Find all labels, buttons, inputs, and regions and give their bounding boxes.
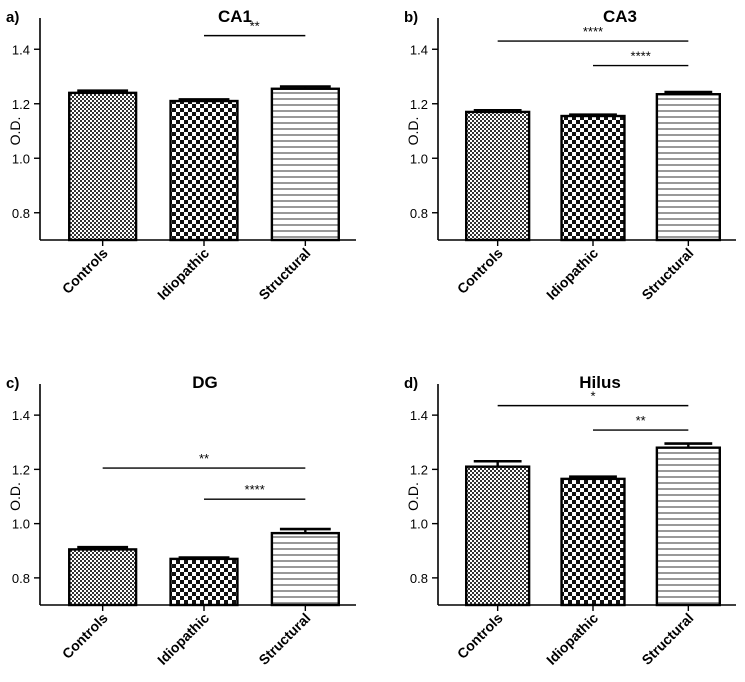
y-axis-label: O.D. xyxy=(405,117,421,146)
y-tick-label: 1.0 xyxy=(410,151,428,166)
y-tick-label: 1.4 xyxy=(410,42,428,57)
y-tick-label: 1.4 xyxy=(12,42,30,57)
bar-structural xyxy=(655,93,721,242)
y-tick-label: 1.2 xyxy=(410,97,428,112)
y-tick-label: 0.8 xyxy=(410,206,428,221)
significance-label: **** xyxy=(631,49,651,64)
x-tick-label: Controls xyxy=(454,245,506,297)
x-tick-label: Idiopathic xyxy=(543,610,601,668)
bar-controls xyxy=(68,548,138,607)
panel-label: b) xyxy=(404,9,418,26)
chart-title: CA3 xyxy=(603,7,637,26)
chart-panel-4: d) Hilus O.D. 0.8 1.0 1.2 1.4 Controls Idiopathi… xyxy=(404,373,736,668)
bar-controls xyxy=(465,110,531,242)
significance-label: ** xyxy=(636,413,646,428)
x-tick-label: Structural xyxy=(255,610,313,668)
y-tick-label: 1.2 xyxy=(12,462,30,477)
y-tick-label: 1.4 xyxy=(410,408,428,423)
chart-panel-1: a) CA1 O.D. 0.8 1.0 1.2 1.4 Controls Idiopathic S… xyxy=(6,7,356,303)
y-tick-label: 1.2 xyxy=(12,97,30,112)
bar-controls xyxy=(68,91,138,242)
significance-label: * xyxy=(590,389,595,404)
panel-label: d) xyxy=(404,375,418,392)
x-tick-label: Controls xyxy=(454,610,506,662)
x-tick-label: Idiopathic xyxy=(154,245,212,303)
chart-panel-2: b) CA3 O.D. 0.8 1.0 1.2 1.4 Controls Idiopathic S… xyxy=(404,7,736,303)
bar-idiopathic xyxy=(560,114,626,242)
y-tick-label: 1.0 xyxy=(12,151,30,166)
x-tick-label: Controls xyxy=(59,245,111,297)
x-tick-label: Idiopathic xyxy=(543,245,601,303)
bar-idiopathic xyxy=(169,99,239,242)
y-axis-label: O.D. xyxy=(7,482,23,511)
y-tick-label: 1.2 xyxy=(410,462,428,477)
y-tick-label: 0.8 xyxy=(410,571,428,586)
bar-structural xyxy=(270,531,340,607)
y-tick-label: 1.0 xyxy=(12,517,30,532)
y-tick-label: 1.0 xyxy=(410,517,428,532)
y-tick-label: 0.8 xyxy=(12,571,30,586)
bar-controls xyxy=(465,465,531,607)
bar-structural xyxy=(270,87,340,242)
y-axis-label: O.D. xyxy=(405,482,421,511)
significance-label: **** xyxy=(245,482,265,497)
bar-structural xyxy=(655,446,721,607)
bar-idiopathic xyxy=(560,477,626,607)
y-axis-label: O.D. xyxy=(7,117,23,146)
x-tick-label: Controls xyxy=(59,610,111,662)
panel-label: a) xyxy=(6,9,19,26)
bar-idiopathic xyxy=(169,557,239,607)
significance-label: **** xyxy=(583,24,603,39)
chart-title: DG xyxy=(192,373,218,392)
x-tick-label: Structural xyxy=(638,610,696,668)
y-tick-label: 1.4 xyxy=(12,408,30,423)
panel-label: c) xyxy=(6,375,19,392)
x-tick-label: Structural xyxy=(255,245,313,303)
chart-panel-3: c) DG O.D. 0.8 1.0 1.2 1.4 Controls Idiopathic St… xyxy=(6,373,356,668)
chart-title: Hilus xyxy=(579,373,621,392)
y-tick-label: 0.8 xyxy=(12,206,30,221)
x-tick-label: Idiopathic xyxy=(154,610,212,668)
significance-label: ** xyxy=(199,451,209,466)
significance-label: ** xyxy=(250,19,260,34)
x-tick-label: Structural xyxy=(638,245,696,303)
chart-title: CA1 xyxy=(218,7,252,26)
